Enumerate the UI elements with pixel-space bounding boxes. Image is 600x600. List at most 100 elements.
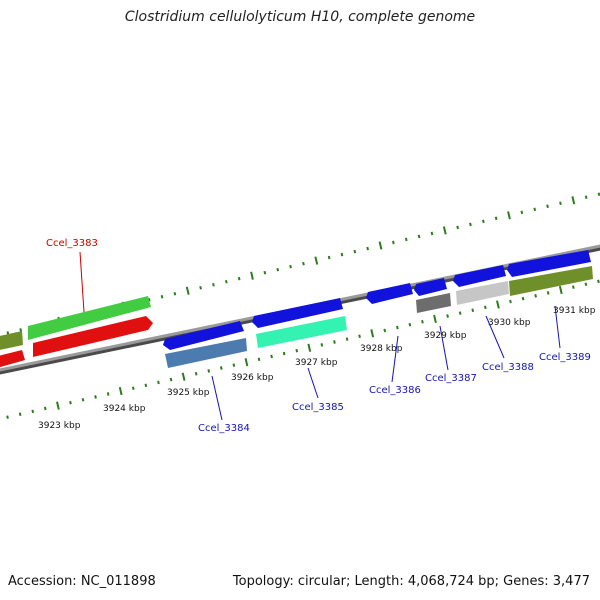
outer-minor-tick [237,276,241,281]
gene-red-3383[interactable] [33,316,153,357]
gene-blue-3389[interactable] [507,250,591,277]
outer-minor-tick [392,240,395,245]
outer-major-tick [250,271,254,280]
gene-blue-3388[interactable] [453,265,506,287]
inner-minor-tick [282,351,286,356]
inner-minor-tick [106,392,110,396]
inner-minor-tick [131,386,135,391]
gene-label-3383[interactable]: Ccel_3383 [46,238,98,249]
leader-3387 [439,325,449,371]
inner-minor-tick [257,357,261,362]
inner-major-tick [244,358,249,367]
inner-minor-tick [18,412,22,417]
gene-label-3387[interactable]: Ccel_3387 [425,373,477,384]
outer-minor-tick [404,237,408,242]
scale-label: 3928 kbp [360,344,403,354]
inner-minor-tick [458,311,462,315]
leader-3386 [391,335,399,383]
inner-major-tick [370,329,375,338]
inner-major-tick [56,401,60,410]
outer-minor-tick [224,279,228,284]
scale-label: 3927 kbp [295,358,338,368]
outer-minor-tick [430,231,434,236]
outer-major-tick [571,196,576,205]
outer-minor-tick [212,282,215,287]
outer-major-tick [314,256,319,265]
inner-minor-tick [270,354,273,359]
leader-3385 [307,367,319,399]
inner-minor-tick [345,337,349,341]
gene-label-3384[interactable]: Ccel_3384 [198,423,250,434]
inner-minor-tick [94,395,97,399]
inner-minor-tick [521,296,525,301]
inner-minor-tick [383,328,387,333]
inner-minor-tick [534,293,537,298]
scale-label: 3926 kbp [231,373,274,383]
outer-minor-tick [173,291,177,296]
inner-minor-tick [81,397,85,402]
gene-features-lower [0,266,593,370]
gene-olive-3389[interactable] [509,266,593,296]
outer-minor-tick [584,195,588,200]
gene-label-3388[interactable]: Ccel_3388 [482,362,534,373]
inner-major-tick [558,285,563,295]
inner-minor-tick [43,406,47,411]
gene-green-3383[interactable] [28,296,151,340]
gene-blue-3385a[interactable] [252,298,343,328]
gene-label-3389[interactable]: Ccel_3389 [539,352,591,363]
outer-minor-tick [520,210,524,215]
outer-major-tick [185,286,190,295]
inner-minor-tick [358,334,361,339]
leader-3383 [79,251,85,313]
inner-minor-tick [546,291,550,295]
outer-minor-tick [302,261,305,266]
gene-label-3386[interactable]: Ccel_3386 [369,385,421,396]
map-title: Clostridium cellulolyticum H10, complete… [124,9,476,25]
outer-minor-tick [340,252,344,257]
outer-major-tick [378,241,383,250]
inner-minor-tick [333,340,336,344]
inner-major-tick [496,300,500,309]
inner-minor-tick [69,400,72,405]
outer-minor-tick [6,331,10,335]
inner-minor-tick [320,343,324,347]
gene-gray-3387[interactable] [416,293,451,313]
inner-minor-tick [232,363,236,367]
inner-minor-tick [471,308,475,313]
gene-features [0,250,591,352]
gene-blue-3387[interactable] [414,278,447,296]
scale-label: 3923 kbp [38,421,81,431]
outer-minor-tick [533,207,537,212]
inner-major-tick [307,343,312,352]
gene-blue-3386[interactable] [366,283,413,304]
gene-olive-left[interactable] [0,331,23,352]
inner-minor-tick [584,282,588,287]
gene-blue-3384a[interactable] [163,321,244,350]
inner-minor-tick [408,322,412,327]
outer-minor-tick [147,297,151,302]
inner-major-tick [181,372,186,381]
gene-aqua-3385[interactable] [256,316,347,348]
outer-minor-tick [494,216,498,221]
outer-minor-tick [417,234,421,239]
inner-minor-tick [219,366,223,370]
outer-minor-tick [482,219,485,224]
outer-minor-tick [456,225,459,230]
gene-red-left[interactable] [0,350,25,370]
inner-minor-tick [597,279,600,284]
accession-text: Accession: NC_011898 [8,574,156,589]
outer-minor-tick [199,285,202,290]
outer-minor-tick [353,249,357,254]
outer-minor-tick [546,204,549,209]
outer-minor-tick [276,267,280,272]
outer-minor-tick [366,246,369,251]
gene-label-leaders [79,251,561,421]
scale-label: 3929 kbp [424,331,467,341]
outer-minor-tick [263,270,267,275]
inner-minor-tick [446,314,449,318]
gene-label-3385[interactable]: Ccel_3385 [292,402,344,413]
gene-lightgray-3388[interactable] [456,281,509,305]
inner-minor-tick [169,377,173,382]
gene-steel-3384[interactable] [165,338,247,368]
